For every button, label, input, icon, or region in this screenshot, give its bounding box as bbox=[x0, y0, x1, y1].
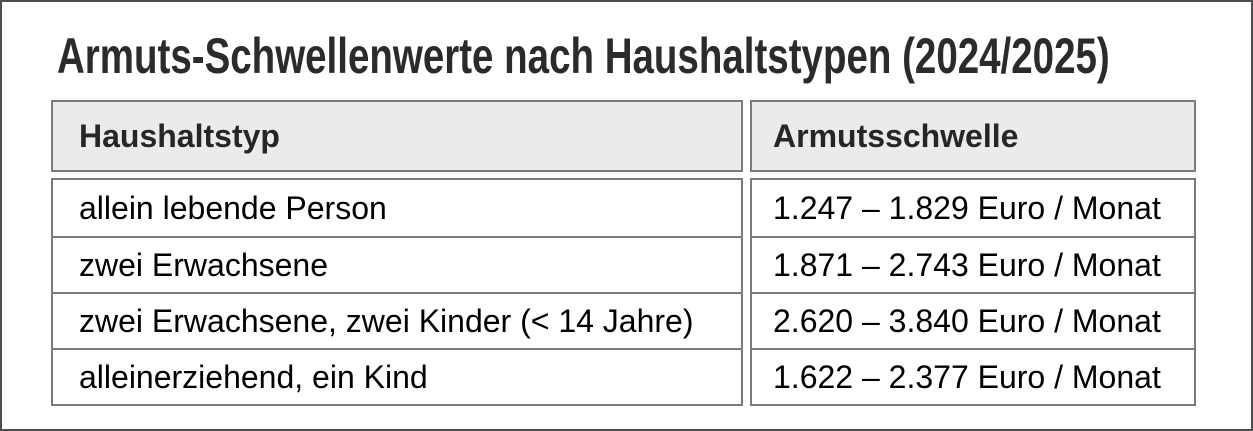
column-armutsschwelle-body: 1.247 – 1.829 Euro / Monat 1.871 – 2.743… bbox=[750, 178, 1196, 406]
cell-armutsschwelle: 1.247 – 1.829 Euro / Monat bbox=[773, 189, 1161, 226]
column-armutsschwelle: Armutsschwelle 1.247 – 1.829 Euro / Mona… bbox=[750, 100, 1196, 406]
header-cell-armutsschwelle: Armutsschwelle bbox=[750, 100, 1196, 172]
threshold-table: Haushaltstyp allein lebende Person zwei … bbox=[51, 100, 1196, 406]
page-title: Armuts-Schwellenwerte nach Haushaltstype… bbox=[57, 28, 1110, 84]
cell-haushaltstyp: allein lebende Person bbox=[79, 189, 387, 226]
column-haushaltstyp: Haushaltstyp allein lebende Person zwei … bbox=[51, 100, 743, 406]
cell-armutsschwelle: 1.871 – 2.743 Euro / Monat bbox=[752, 236, 1194, 292]
cell-haushaltstyp: alleinerziehend, ein Kind bbox=[53, 348, 741, 404]
header-cell-haushaltstyp: Haushaltstyp bbox=[51, 100, 743, 172]
cell-armutsschwelle: 1.622 – 2.377 Euro / Monat bbox=[752, 348, 1194, 404]
cell-haushaltstyp: zwei Erwachsene bbox=[53, 236, 741, 292]
cell-haushaltstyp: zwei Erwachsene, zwei Kinder (< 14 Jahre… bbox=[53, 292, 741, 348]
column-haushaltstyp-body: allein lebende Person zwei Erwachsene zw… bbox=[51, 178, 743, 406]
cell-armutsschwelle: 2.620 – 3.840 Euro / Monat bbox=[752, 292, 1194, 348]
